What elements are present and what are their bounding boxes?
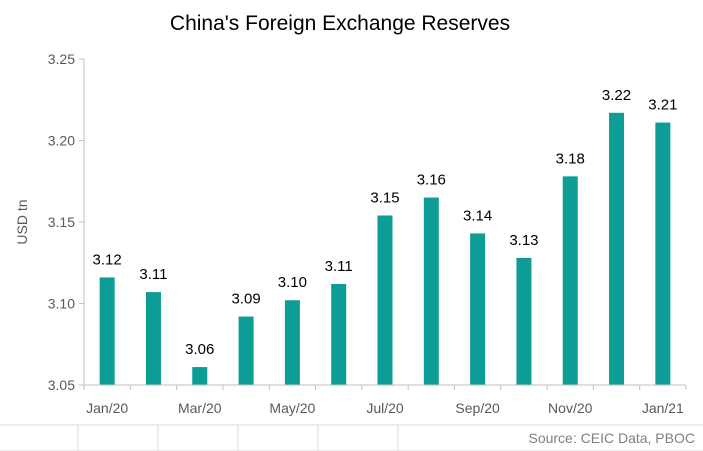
y-tick-label: 3.05: [48, 377, 75, 393]
data-label: 3.21: [648, 97, 677, 114]
bar-apr-20: [238, 316, 254, 385]
bar-may-20: [284, 300, 300, 385]
bar-feb-20: [145, 292, 161, 385]
data-label: 3.14: [463, 207, 492, 224]
bar-jun-20: [331, 283, 347, 385]
bar-sep-20: [470, 233, 486, 385]
bar-aug-20: [423, 197, 439, 385]
x-tick-label: Jan/20: [86, 400, 128, 416]
y-tick-label: 3.20: [48, 133, 75, 149]
data-label: 3.10: [278, 274, 307, 291]
data-label: 3.22: [602, 87, 631, 104]
data-label: 3.06: [185, 341, 214, 358]
data-label: 3.09: [231, 291, 260, 308]
bar-jan-20: [99, 277, 115, 385]
data-label: 3.16: [417, 172, 446, 189]
y-tick-label: 3.25: [48, 51, 75, 67]
y-tick-label: 3.15: [48, 214, 75, 230]
bars: [99, 112, 671, 385]
y-axis-label: USD tn: [14, 199, 30, 244]
y-axis: 3.05 3.10 3.15 3.20 3.25: [48, 51, 85, 393]
bar-jul-20: [377, 215, 393, 385]
x-axis: Jan/20 Mar/20 May/20 Jul/20 Sep/20 Nov/20 Jan/…: [83, 384, 687, 416]
x-tick-label: Sep/20: [455, 400, 500, 416]
data-labels: 3.12 3.11 3.06 3.09 3.10 3.11 3.15 3.16 3.14 3.13…: [93, 87, 678, 358]
footer-grid: [0, 424, 703, 451]
x-tick-label: May/20: [269, 400, 315, 416]
data-label: 3.13: [509, 232, 538, 249]
data-label: 3.12: [93, 251, 122, 268]
x-tick-label: Jan/21: [642, 400, 684, 416]
bar-nov-20: [562, 176, 578, 385]
y-tick-label: 3.10: [48, 296, 75, 312]
data-label: 3.15: [370, 189, 399, 206]
bar-mar-20: [192, 367, 208, 385]
x-tick-label: Jul/20: [366, 400, 404, 416]
data-label: 3.11: [139, 266, 167, 283]
x-tick-label: Nov/20: [548, 400, 593, 416]
source-note: Source: CEIC Data, PBOC: [528, 430, 695, 446]
chart-title: China's Foreign Exchange Reserves: [170, 12, 510, 35]
data-label: 3.18: [556, 150, 585, 167]
data-label: 3.11: [325, 258, 353, 275]
bar-jan-21: [655, 122, 671, 385]
bar-oct-20: [516, 257, 532, 385]
x-tick-label: Mar/20: [178, 400, 222, 416]
bar-dec-20: [609, 112, 625, 385]
